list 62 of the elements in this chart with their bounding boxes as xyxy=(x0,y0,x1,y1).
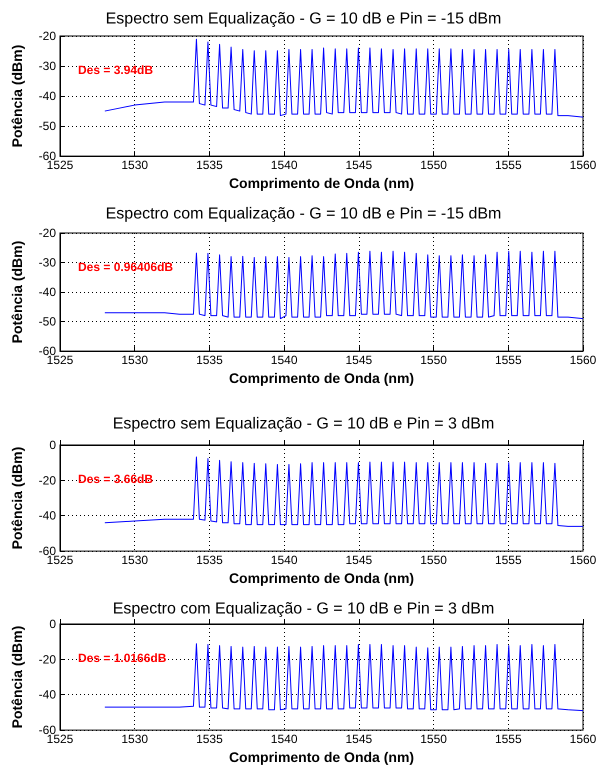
y-tick-label: -30 xyxy=(38,59,56,74)
annotation: Des = 3.94dB xyxy=(78,63,154,77)
x-tick-label: 1530 xyxy=(121,158,148,172)
y-axis-title: Potência (dBm) xyxy=(9,44,25,148)
x-tick-label: 1545 xyxy=(346,553,373,568)
y-tick-label: -50 xyxy=(38,314,56,329)
x-tick-label: 1560 xyxy=(570,553,597,568)
x-tick-label: 1535 xyxy=(196,553,224,568)
line-series xyxy=(104,38,584,118)
y-tick-label: -40 xyxy=(38,89,56,104)
x-axis-title: Comprimento de Onda (nm) xyxy=(228,175,414,191)
line-series xyxy=(104,643,584,712)
chart-title: Espectro com Equalização - G = 10 dB e Pin = -15 dBm xyxy=(106,206,502,222)
x-axis-title: Comprimento de Onda (nm) xyxy=(228,749,414,765)
annotation: Des = 0.96406dB xyxy=(78,260,174,274)
chart-title: Espectro sem Equalização - G = 10 dB e Pin = -15 dBm xyxy=(106,10,502,28)
x-tick-label: 1560 xyxy=(570,158,597,172)
x-tick-label: 1560 xyxy=(570,732,597,746)
y-tick-label: -20 xyxy=(38,226,56,240)
y-tick-label: -30 xyxy=(38,256,56,270)
x-tick-label: 1530 xyxy=(121,732,148,746)
x-tick-label: 1540 xyxy=(270,353,298,368)
x-tick-label: 1560 xyxy=(570,353,597,368)
x-tick-label: 1545 xyxy=(346,158,373,172)
x-tick-label: 1545 xyxy=(346,732,373,746)
x-tick-label: 1530 xyxy=(121,353,148,368)
y-axis-title: Potência (dBm) xyxy=(9,240,25,344)
chart-title: Espectro sem Equalização - G = 10 dB e Pin = 3 dBm xyxy=(112,416,494,432)
y-tick-label: -20 xyxy=(38,473,56,488)
annotation: Des = 1.0166dB xyxy=(78,651,167,665)
x-tick-label: 1535 xyxy=(196,158,224,172)
x-tick-label: 1555 xyxy=(494,158,522,172)
y-tick-label: -20 xyxy=(38,29,56,43)
line-series xyxy=(104,456,584,527)
x-tick-label: 1550 xyxy=(420,732,448,746)
x-tick-label: 1535 xyxy=(196,732,224,746)
line-series xyxy=(104,250,584,320)
y-tick-label: -20 xyxy=(38,652,56,666)
y-tick-label: 0 xyxy=(49,617,56,631)
x-tick-label: 1555 xyxy=(494,353,522,368)
y-tick-label: -50 xyxy=(38,119,56,134)
x-tick-label: 1535 xyxy=(196,353,224,368)
x-tick-label: 1555 xyxy=(494,553,522,568)
x-tick-label: 1550 xyxy=(420,553,448,568)
chart-title: Espectro com Equalização - G = 10 dB e Pin = 3 dBm xyxy=(112,600,494,618)
x-tick-label: 1540 xyxy=(270,553,298,568)
x-axis-title: Comprimento de Onda (nm) xyxy=(228,570,414,586)
x-tick-label: 1555 xyxy=(494,732,522,746)
x-tick-label: 1550 xyxy=(420,353,448,368)
y-tick-label: 0 xyxy=(49,438,56,452)
y-axis-title: Potência (dBm) xyxy=(9,446,25,550)
y-tick-label: -40 xyxy=(38,688,56,702)
x-tick-label: 1545 xyxy=(346,353,373,368)
x-tick-label: 1540 xyxy=(270,732,298,746)
x-tick-label: 1530 xyxy=(121,553,148,568)
y-tick-label: -40 xyxy=(38,285,56,300)
annotation: Des = 3.66dB xyxy=(78,472,154,486)
x-tick-label: 1550 xyxy=(420,158,448,172)
x-axis-title: Comprimento de Onda (nm) xyxy=(228,370,414,386)
x-tick-label: 1540 xyxy=(270,158,298,172)
y-axis-title: Potência (dBm) xyxy=(9,626,25,728)
y-tick-label: -40 xyxy=(38,508,56,523)
